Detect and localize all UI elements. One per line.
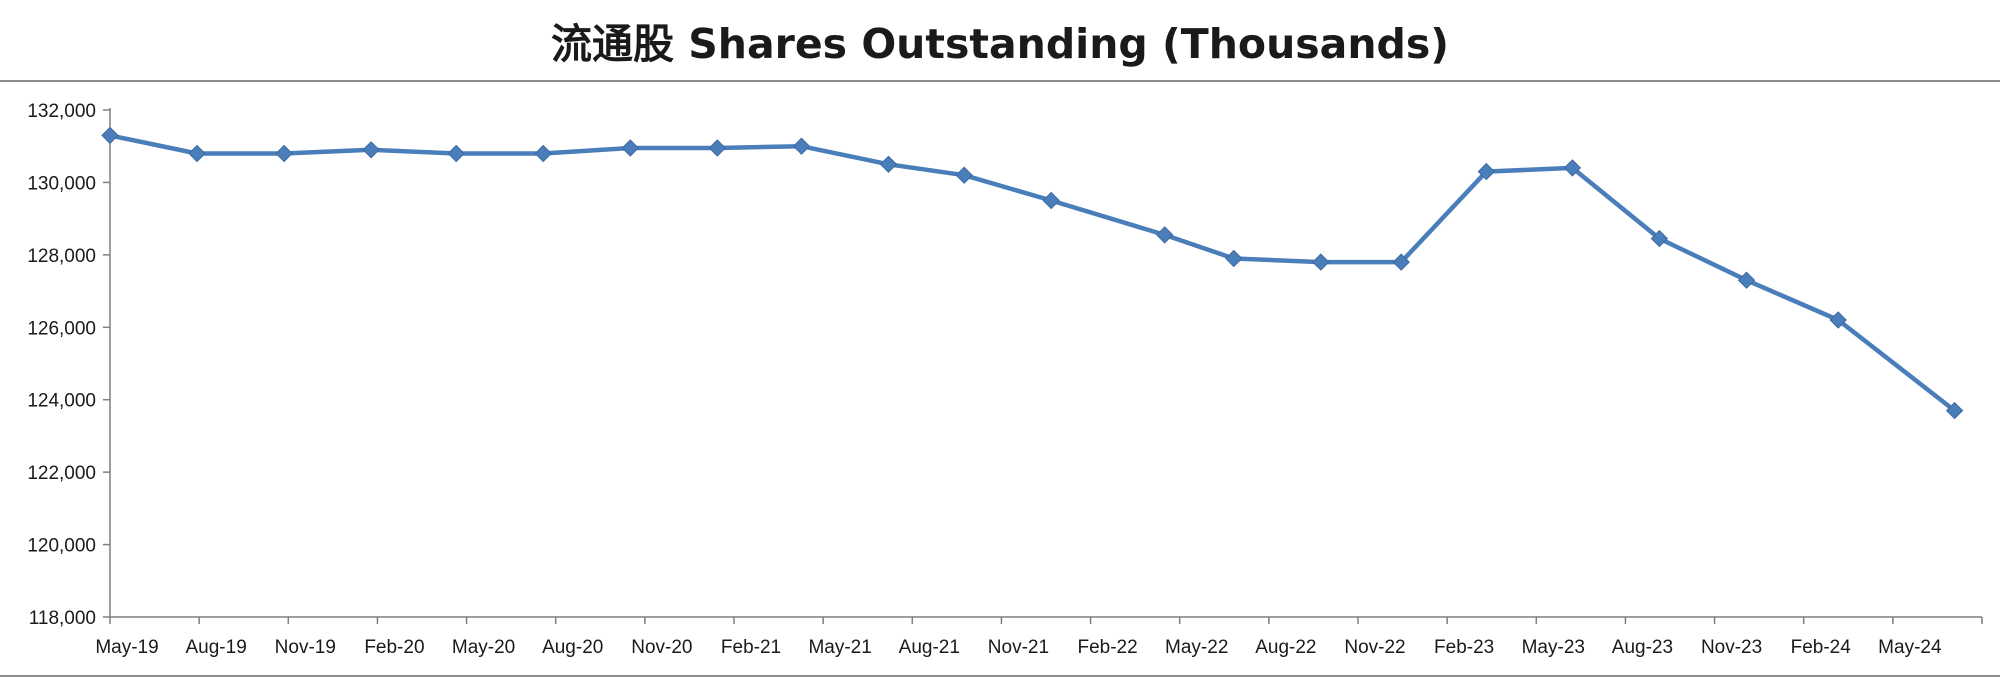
data-point-marker: [1392, 253, 1410, 271]
x-tick-label: Feb-20: [364, 637, 424, 658]
data-point-marker: [621, 139, 640, 157]
x-tick-label: Nov-19: [275, 637, 336, 658]
chart-title-bar: 流通股 Shares Outstanding (Thousands): [0, 0, 2000, 82]
x-tick-label: Aug-19: [186, 637, 247, 658]
data-point-marker: [1563, 159, 1582, 177]
x-tick-label: Feb-22: [1077, 637, 1137, 658]
data-point-marker: [447, 144, 465, 163]
y-tick-label: 126,000: [27, 318, 96, 339]
x-tick-label: Nov-20: [631, 637, 692, 658]
y-tick-label: 130,000: [27, 173, 96, 194]
data-point-marker: [534, 144, 552, 163]
data-point-marker: [1477, 162, 1496, 181]
y-tick-label: 124,000: [27, 391, 96, 412]
data-point-marker: [362, 141, 380, 159]
data-point-marker: [188, 144, 206, 163]
bottom-rule: [0, 675, 2000, 677]
x-tick-label: Feb-23: [1434, 637, 1494, 658]
data-point-marker: [1225, 249, 1243, 268]
x-tick-label: May-21: [808, 637, 871, 658]
data-point-marker: [1945, 401, 1964, 420]
y-tick-label: 120,000: [27, 536, 96, 557]
data-point-marker: [792, 137, 811, 155]
data-point-marker: [1312, 253, 1330, 271]
x-tick-label: May-19: [95, 637, 158, 658]
data-point-marker: [1042, 191, 1060, 210]
data-point-marker: [879, 155, 898, 174]
x-tick-label: Aug-21: [899, 637, 960, 658]
x-tick-label: Aug-20: [542, 637, 603, 658]
y-tick-label: 122,000: [27, 463, 96, 484]
y-tick-label: 118,000: [29, 608, 96, 629]
y-tick-label: 132,000: [27, 101, 96, 122]
data-point-marker: [1155, 226, 1174, 244]
data-point-marker: [101, 126, 119, 145]
series-line: [107, 133, 1957, 413]
x-tick-label: May-23: [1522, 637, 1585, 658]
x-tick-label: May-24: [1878, 637, 1942, 658]
x-tick-label: May-20: [452, 637, 515, 658]
data-point-marker: [275, 144, 293, 163]
x-tick-label: May-22: [1165, 637, 1228, 658]
data-point-marker: [1829, 311, 1847, 329]
data-point-marker: [1737, 271, 1756, 289]
x-tick-label: Nov-21: [988, 637, 1049, 658]
x-tick-label: Aug-23: [1612, 637, 1673, 658]
data-point-marker: [708, 139, 727, 157]
x-tick-label: Feb-21: [721, 637, 781, 658]
chart-title: 流通股 Shares Outstanding (Thousands): [550, 20, 1450, 68]
x-tick-label: Nov-23: [1701, 637, 1762, 658]
x-tick-label: Nov-22: [1344, 637, 1405, 658]
data-point-marker: [955, 166, 973, 184]
data-point-marker: [1650, 229, 1669, 248]
x-tick-label: Aug-22: [1255, 637, 1316, 658]
x-tick-label: Feb-24: [1791, 637, 1852, 658]
y-tick-label: 128,000: [27, 246, 96, 267]
